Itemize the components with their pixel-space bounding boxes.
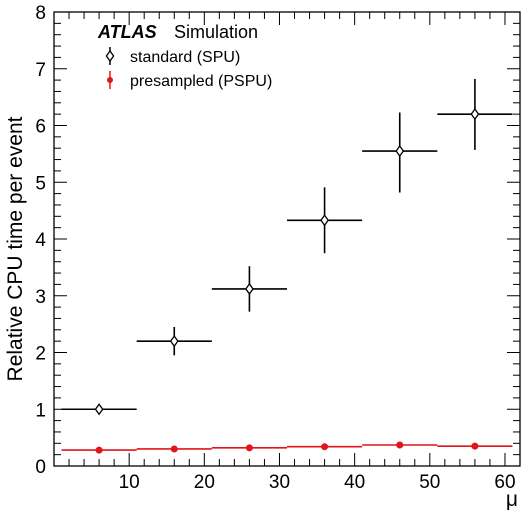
x-tick-label: 40 xyxy=(344,472,365,493)
data-point xyxy=(169,335,179,348)
y-tick-label: 1 xyxy=(35,400,46,421)
data-point xyxy=(94,403,104,416)
y-tick-label: 0 xyxy=(35,457,46,478)
data-point xyxy=(170,445,178,453)
data-point xyxy=(245,282,254,296)
x-tick-label: 30 xyxy=(269,472,290,493)
y-tick-label: 3 xyxy=(35,287,46,308)
data-point xyxy=(320,214,329,227)
x-axis-title: μ xyxy=(506,488,518,511)
y-tick-label: 6 xyxy=(35,117,46,138)
x-tick-label: 20 xyxy=(194,472,215,493)
y-tick-label: 4 xyxy=(35,230,46,251)
series-presampled xyxy=(61,441,513,454)
y-tick-label: 2 xyxy=(35,344,46,365)
legend-marker-presampled xyxy=(107,77,113,83)
data-point xyxy=(470,108,480,121)
y-axis-title: Relative CPU time per event xyxy=(4,116,27,381)
data-point xyxy=(321,443,329,451)
legend-entry-standard: standard (SPU) xyxy=(130,49,240,66)
x-tick-label: 60 xyxy=(494,472,515,493)
data-point xyxy=(395,144,405,158)
data-point xyxy=(245,444,253,452)
x-tick-label: 10 xyxy=(119,472,140,493)
data-point xyxy=(471,442,479,450)
series-standard xyxy=(61,78,513,416)
x-tick-label: 50 xyxy=(419,472,440,493)
data-point xyxy=(396,441,404,449)
legend-entry-presampled: presampled (PSPU) xyxy=(130,73,272,90)
legend: standard (SPU) presampled (PSPU) xyxy=(105,47,272,90)
legend-marker-standard xyxy=(105,49,115,63)
y-tick-label: 5 xyxy=(35,173,46,194)
plot-frame xyxy=(53,11,521,467)
y-tick-label: 8 xyxy=(35,3,46,24)
simulation-label: Simulation xyxy=(174,22,258,42)
y-tick-label: 7 xyxy=(35,60,46,81)
atlas-label: ATLAS xyxy=(97,22,157,42)
data-point xyxy=(95,446,103,454)
